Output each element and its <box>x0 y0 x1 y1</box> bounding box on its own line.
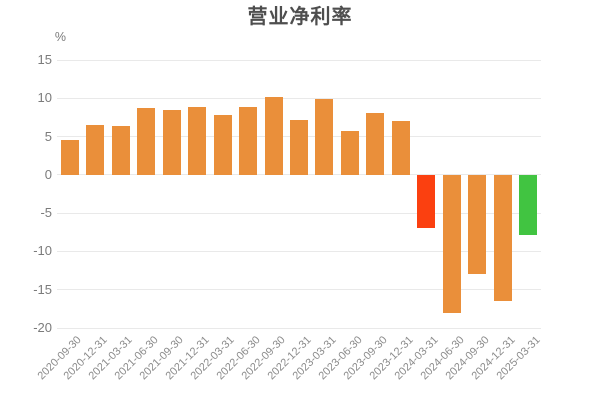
chart-title: 营业净利率 <box>247 6 353 28</box>
grid-line <box>57 212 541 214</box>
bar[interactable] <box>493 174 512 302</box>
bar[interactable] <box>391 121 410 175</box>
grid-line <box>57 97 541 99</box>
y-axis-tick-label: -10 <box>33 243 52 259</box>
bar[interactable] <box>162 109 181 175</box>
y-axis-tick-label: -15 <box>33 281 52 297</box>
y-axis-tick-label: 15 <box>37 52 52 67</box>
y-axis-tick-label: -20 <box>33 320 52 335</box>
bar[interactable] <box>60 140 79 175</box>
bar[interactable] <box>264 96 283 175</box>
bar[interactable] <box>468 174 487 274</box>
bar[interactable] <box>417 174 436 228</box>
bar[interactable] <box>137 108 156 175</box>
bar[interactable] <box>519 174 538 236</box>
y-axis-unit-label: % <box>54 30 66 44</box>
bar[interactable] <box>188 106 207 175</box>
bar[interactable] <box>111 125 130 175</box>
grid-line <box>57 327 541 329</box>
bar[interactable] <box>290 119 308 175</box>
bar[interactable] <box>239 106 258 175</box>
grid-line <box>57 289 541 291</box>
y-axis-tick-label: 5 <box>44 128 52 144</box>
grid-line <box>57 250 541 252</box>
y-axis-tick-label: 0 <box>44 166 52 182</box>
bar[interactable] <box>340 131 359 175</box>
y-axis-tick-label: -5 <box>40 205 52 221</box>
y-axis-tick-label: 10 <box>37 90 52 106</box>
bar[interactable] <box>86 125 105 175</box>
bar[interactable] <box>315 99 334 175</box>
bar[interactable] <box>442 174 461 313</box>
bar[interactable] <box>213 115 232 175</box>
grid-line <box>57 59 541 61</box>
grid-line <box>57 174 541 176</box>
bar[interactable] <box>366 112 385 175</box>
